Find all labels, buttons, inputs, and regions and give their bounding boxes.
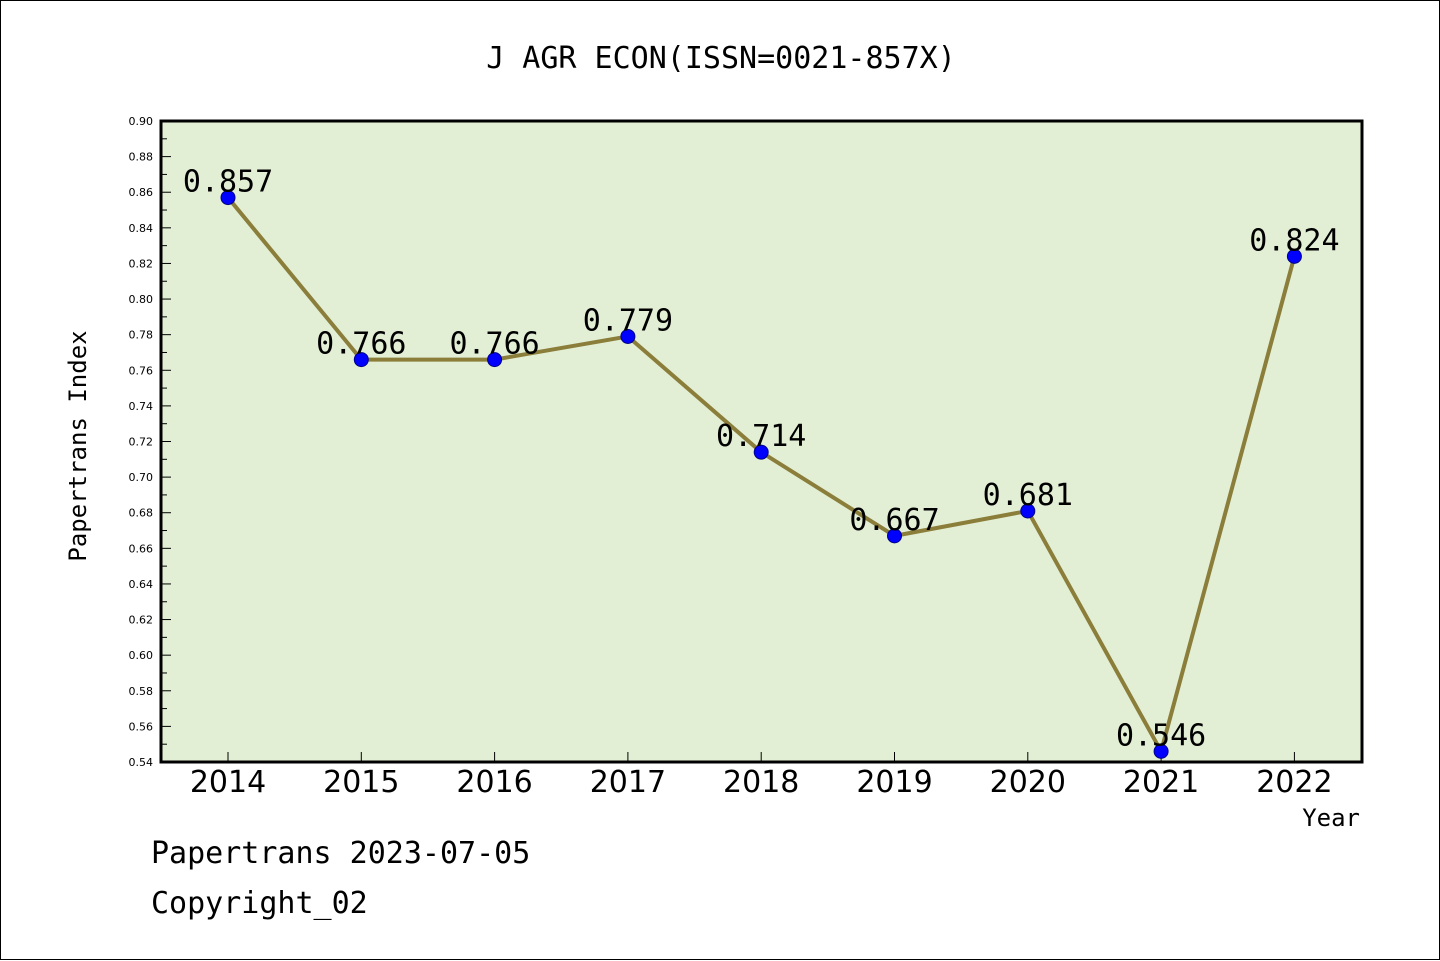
data-point [353,352,369,368]
data-labels: 0.857 0.766 0.766 0.779 0.714 0.667 0.681 0.546… [183,165,1340,754]
y-tick-label: 0.60 [129,649,154,662]
data-point [1286,248,1302,264]
y-tick-label: 0.90 [129,115,154,128]
y-tick-label: 0.82 [129,257,154,270]
y-tick-label: 0.74 [129,400,154,413]
data-point [487,352,503,368]
data-point [1020,503,1036,519]
data-label: 0.824 [1249,223,1339,258]
data-point [1153,743,1169,759]
y-tick-label: 0.78 [129,329,154,342]
y-tick-label: 0.66 [129,542,154,555]
data-label: 0.714 [716,419,806,454]
x-tick-label: 2014 [190,765,266,800]
series-segment [492,334,630,362]
x-tick-label: 2018 [723,765,799,800]
x-tick-label: 2022 [1256,765,1332,800]
data-label: 0.667 [849,503,939,538]
data-point [620,328,636,344]
y-axis: 0.54 0.56 0.58 0.60 0.62 0.64 0.66 0.68 0.70 0.72… [129,115,171,769]
y-tick-label: 0.88 [129,151,154,164]
x-tick-label: 2019 [856,765,932,800]
data-label: 0.681 [983,478,1073,513]
footer-copyright: Copyright_02 [151,886,368,921]
y-axis-label: Papertrans Index [64,330,92,561]
x-axis: 2014 2015 2016 2017 2018 2019 2020 2021 2022 [190,752,1333,800]
y-tick-label: 0.64 [129,578,154,591]
data-label: 0.546 [1116,718,1206,753]
y-tick-label: 0.68 [129,507,154,520]
y-tick-label: 0.76 [129,364,154,377]
data-label: 0.857 [183,165,273,200]
y-tick-label: 0.56 [129,720,154,733]
series-segment [892,508,1030,538]
x-tick-label: 2021 [1123,765,1199,800]
x-tick-label: 2017 [590,765,666,800]
plot-area [159,119,1364,764]
y-tick-label: 0.62 [129,614,154,627]
y-tick-label: 0.86 [129,186,154,199]
x-tick-label: 2015 [323,765,399,800]
y-tick-label: 0.70 [129,471,154,484]
y-tick-label: 0.58 [129,685,154,698]
series-segment [226,195,364,362]
data-point [220,190,236,206]
x-tick-label: 2016 [456,765,532,800]
series-segment [1159,254,1297,754]
data-label: 0.766 [316,327,406,362]
y-tick-label: 0.84 [129,222,154,235]
footer-date: Papertrans 2023-07-05 [151,836,531,871]
data-label: 0.766 [449,327,539,362]
data-point [887,528,902,544]
y-tick-label: 0.80 [129,293,154,306]
x-tick-label: 2020 [990,765,1066,800]
data-label: 0.779 [583,303,673,338]
series-line [226,195,1297,754]
series-segment [625,334,764,455]
y-tick-label: 0.72 [129,436,154,449]
series-segment [759,450,897,538]
data-point [753,444,769,460]
y-tick-label: 0.54 [129,756,154,769]
chart-title: J AGR ECON(ISSN=0021-857X) [486,41,956,76]
series-segment [1025,508,1164,754]
series-markers [220,190,1302,759]
x-axis-label: Year [1302,804,1360,832]
